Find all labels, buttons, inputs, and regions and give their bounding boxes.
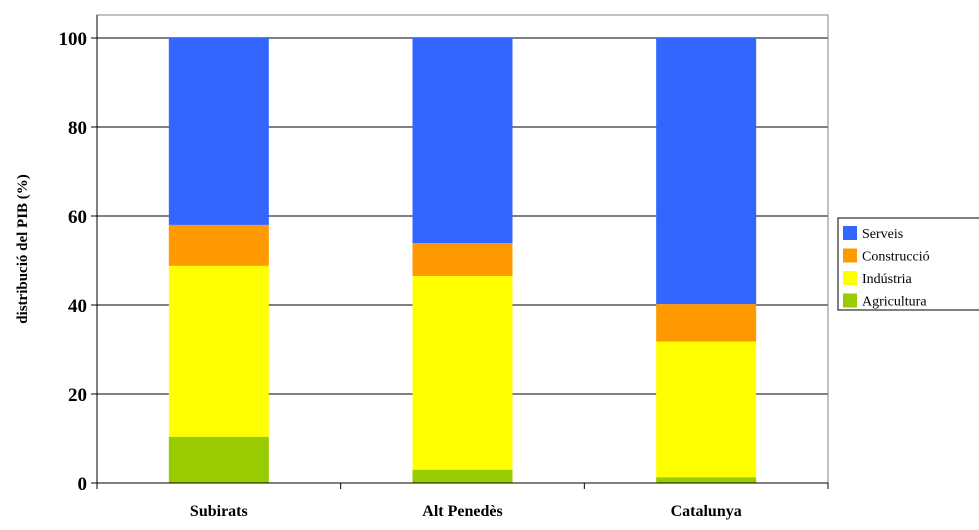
- bar-segment-indústria: [169, 266, 269, 437]
- bar-segment-construcció: [413, 243, 513, 276]
- y-tick-label: 40: [68, 296, 87, 317]
- legend-label: Agricultura: [862, 295, 927, 310]
- y-axis-label: distribució del PIB (%): [15, 174, 31, 324]
- x-tick-label: Subirats: [190, 503, 248, 520]
- legend-swatch-agricultura: [843, 294, 857, 308]
- legend-swatch-construcció: [843, 249, 857, 263]
- legend-label: Indústria: [862, 272, 913, 287]
- bar-segment-serveis: [413, 38, 513, 243]
- y-tick-label: 80: [68, 118, 87, 139]
- legend-swatch-indústria: [843, 271, 857, 285]
- bar-segment-serveis: [169, 38, 269, 225]
- bar-segment-construcció: [656, 304, 756, 341]
- x-ticks: Subirats Alt Penedès Catalunya: [97, 483, 828, 520]
- legend: Serveis Construcció Indústria Agricultura: [838, 218, 979, 310]
- y-tick-label: 0: [78, 474, 88, 495]
- y-tick-label: 60: [68, 207, 87, 228]
- legend-label: Serveis: [862, 227, 903, 242]
- bar-segment-indústria: [413, 276, 513, 470]
- legend-swatch-serveis: [843, 226, 857, 240]
- x-tick-label: Alt Penedès: [422, 503, 502, 520]
- bar-segment-construcció: [169, 225, 269, 266]
- bar-segment-indústria: [656, 341, 756, 477]
- bar-segment-agricultura: [413, 470, 513, 483]
- bar-segment-serveis: [656, 38, 756, 304]
- y-ticks: 0 20 40 60 80 100: [59, 29, 98, 495]
- bar-segment-agricultura: [656, 477, 756, 483]
- legend-label: Construcció: [862, 250, 930, 265]
- bars: [169, 38, 756, 483]
- y-tick-label: 100: [59, 29, 88, 50]
- x-tick-label: Catalunya: [671, 503, 742, 520]
- y-tick-label: 20: [68, 385, 87, 406]
- bar-segment-agricultura: [169, 437, 269, 483]
